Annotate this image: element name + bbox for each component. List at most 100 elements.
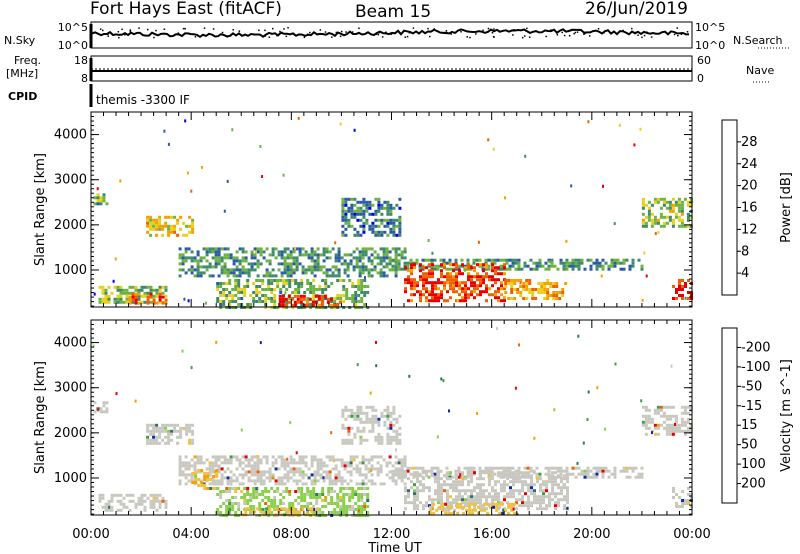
power-region (278, 294, 342, 307)
noise-search-point (375, 33, 378, 35)
noise-search-point (487, 27, 490, 30)
noise-search-point (182, 27, 185, 30)
date-label: 26/Jun/2019 (585, 0, 688, 19)
power-scatter-point (456, 298, 459, 302)
noise-search-point (129, 29, 132, 31)
power-scatter-point (237, 287, 240, 291)
velocity-region (146, 423, 195, 445)
velocity-scatter-point (514, 386, 517, 390)
power-scatter-point (487, 138, 490, 142)
noise-search-point (493, 28, 495, 30)
noise-search-point (340, 30, 343, 33)
x-tick-label: 04:00 (172, 527, 209, 542)
noise-search-point (556, 31, 559, 33)
noise-search-point (221, 31, 224, 34)
velocity-scatter-point (395, 448, 397, 452)
velocity-scatter-point (240, 428, 243, 432)
noise-sky-series (91, 28, 690, 38)
nsearch-label: N.Search (733, 34, 783, 47)
noise-search-point (460, 31, 462, 33)
noise-search-series (99, 27, 689, 39)
noise-search-point (226, 36, 228, 38)
velocity-scatter-point (476, 411, 478, 415)
power-panel: 1000 2000 3000 4000 Slant Range [km] 4 8 12 16 20… (33, 111, 794, 309)
noise-search-point (335, 31, 338, 34)
noise-strip: N.Sky 10^5 10^0 10^5 10^0 N.Search (4, 21, 790, 52)
power-scatter-point (353, 128, 356, 132)
velocity-scatter-point (295, 451, 298, 455)
velocity-colorbar-tick: 50 (741, 438, 758, 453)
power-scatter-point (261, 175, 264, 178)
noise-search-point (406, 35, 409, 38)
power-scatter-point (427, 239, 430, 242)
power-colorbar-tick: 12 (741, 222, 758, 237)
velocity-scatter-point (436, 435, 439, 439)
noise-search-point (333, 35, 336, 37)
velocity-scatter-point (333, 459, 336, 463)
power-scatter-point (654, 232, 657, 235)
power-colorbar-tick: 8 (741, 244, 749, 259)
x-tick-label: 20:00 (573, 527, 610, 542)
power-region (146, 215, 195, 237)
velocity-scatter-point (604, 427, 607, 431)
noise-search-point (272, 27, 274, 30)
power-scatter-point (364, 276, 366, 280)
noise-search-point (643, 34, 646, 37)
power-scatter-point (223, 209, 226, 213)
noise-search-point (309, 31, 311, 34)
power-scatter-point (645, 274, 648, 278)
power-scatter-point (524, 154, 527, 158)
noise-search-point (528, 36, 531, 38)
power-colorbar-tick: 4 (741, 266, 749, 281)
noise-search-point (429, 35, 431, 38)
noise-search-point (351, 31, 354, 33)
noise-search-point (597, 28, 600, 30)
noise-search-point (303, 36, 306, 39)
noise-search-point (155, 29, 157, 32)
noise-search-point (469, 36, 471, 39)
velocity-scatter-point (502, 508, 505, 512)
noise-search-point (177, 32, 180, 34)
noise-search-point (258, 29, 260, 32)
noise-left-tick-bottom: 10^0 (58, 39, 88, 52)
noise-search-point (268, 36, 271, 38)
power-scatter-point (204, 301, 207, 305)
noise-search-point (491, 32, 494, 34)
power-ytick-label: 3000 (54, 173, 87, 188)
power-scatter-point (254, 250, 257, 254)
velocity-scatter-point (289, 421, 292, 425)
velocity-scatter-point (115, 392, 118, 396)
velocity-scatter-point (134, 399, 137, 403)
noise-search-point (212, 28, 215, 30)
velocity-scatter-point (286, 457, 289, 461)
velocity-scatter-point (533, 436, 536, 440)
noise-search-point (556, 34, 559, 36)
velocity-scatter-point (518, 343, 521, 347)
noise-search-point (512, 34, 514, 36)
velocity-scatter-point (92, 344, 95, 348)
power-data (93, 116, 693, 309)
nave-right-tick-bottom: 0 (697, 72, 704, 85)
radar-title: Fort Hays East (fitACF) (90, 0, 282, 19)
velocity-scatter-point (442, 379, 445, 383)
velocity-scatter-point (516, 512, 519, 516)
velocity-scatter-point (596, 386, 599, 390)
noise-search-point (283, 28, 285, 30)
noise-search-point (102, 29, 104, 32)
noise-right-tick-top: 10^5 (695, 21, 725, 34)
noise-search-point (576, 31, 579, 33)
noise-search-point (279, 30, 281, 33)
velocity-scatter-point (375, 364, 378, 368)
velocity-scatter-point (356, 363, 359, 367)
noise-search-point (377, 33, 380, 36)
noise-search-point (408, 32, 411, 34)
noise-search-point (584, 32, 586, 35)
noise-search-point (475, 33, 477, 35)
velocity-scatter-point (408, 374, 411, 378)
velocity-scatter-point (322, 476, 325, 480)
velocity-colorbar-label: Velocity [m s^-1] (779, 359, 794, 472)
power-scatter-point (187, 299, 190, 303)
velocity-region (641, 405, 693, 436)
velocity-scatter-point (582, 441, 585, 445)
noise-left-tick-top: 10^5 (58, 21, 88, 34)
